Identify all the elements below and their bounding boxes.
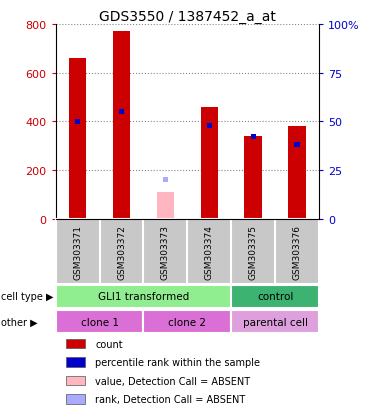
Bar [113,32,130,219]
Text: GSM303371: GSM303371 [73,224,82,279]
Text: GSM303373: GSM303373 [161,224,170,279]
Bar [207,123,212,128]
Bar [119,110,124,115]
Bar [69,59,86,219]
Bar [231,285,319,308]
Bar [250,135,256,140]
Bar [157,192,174,219]
Bar [163,178,168,183]
Bar [75,119,80,124]
Title: GDS3550 / 1387452_a_at: GDS3550 / 1387452_a_at [99,10,276,24]
Bar [56,311,144,334]
Bar [231,311,319,334]
Bar [66,357,85,367]
Text: cell type ▶: cell type ▶ [1,292,54,301]
Text: clone 2: clone 2 [168,317,206,327]
Text: rank, Detection Call = ABSENT: rank, Detection Call = ABSENT [95,394,245,404]
Bar [144,311,231,334]
Text: clone 1: clone 1 [81,317,119,327]
Text: count: count [95,339,123,349]
Bar [200,107,218,219]
Bar [288,127,306,219]
Bar [244,137,262,219]
Bar [295,143,300,148]
Text: GSM303372: GSM303372 [117,224,126,279]
Text: percentile rank within the sample: percentile rank within the sample [95,357,260,367]
Text: GLI1 transformed: GLI1 transformed [98,292,189,301]
Bar [56,285,231,308]
Bar [66,376,85,386]
Text: control: control [257,292,293,301]
Text: other ▶: other ▶ [1,317,38,327]
Bar [66,394,85,404]
Text: value, Detection Call = ABSENT: value, Detection Call = ABSENT [95,376,250,386]
Text: GSM303375: GSM303375 [249,224,258,279]
Bar [66,339,85,349]
Text: GSM303374: GSM303374 [205,224,214,279]
Text: GSM303376: GSM303376 [293,224,302,279]
Text: parental cell: parental cell [243,317,308,327]
